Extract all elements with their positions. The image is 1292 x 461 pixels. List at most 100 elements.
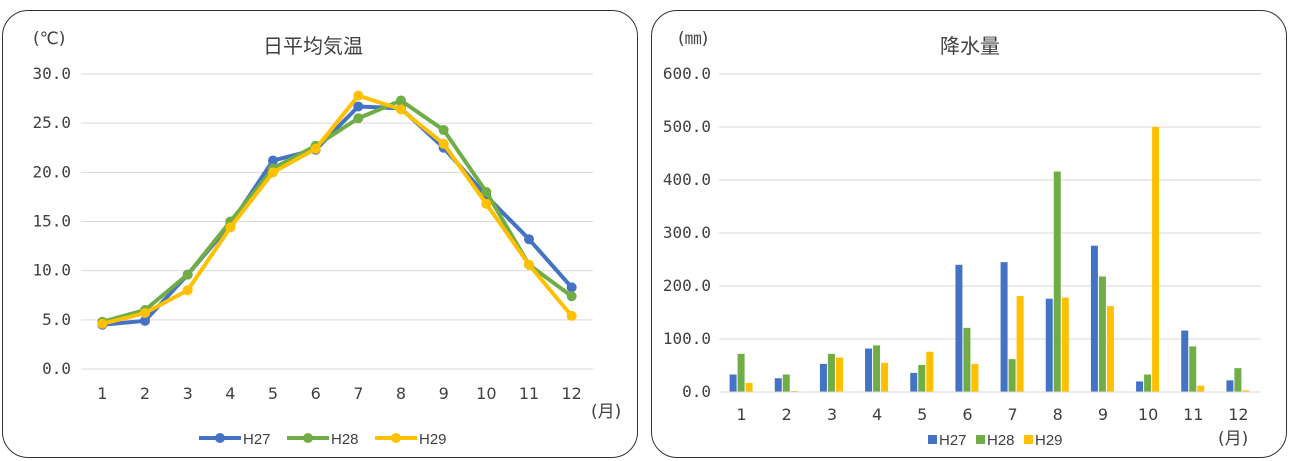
legend-swatch-h29 — [1024, 435, 1033, 444]
x-tick-label: 9 — [1098, 405, 1108, 424]
legend-marker — [391, 433, 401, 443]
bar-h27 — [1226, 380, 1234, 392]
legend-marker — [215, 433, 225, 443]
series-line-h28 — [101, 98, 573, 324]
bar-h27 — [955, 264, 963, 392]
x-tick-label: 5 — [917, 405, 927, 424]
x-tick-label: 3 — [827, 405, 837, 424]
data-point — [97, 318, 108, 329]
data-point — [310, 143, 321, 154]
y-tick-label: 20.0 — [32, 162, 71, 181]
y-axis-unit: (㎜) — [678, 29, 708, 49]
x-tick-label: 2 — [140, 384, 150, 403]
bar-h29 — [1106, 306, 1114, 392]
x-tick-label: 11 — [1183, 405, 1203, 424]
x-tick-label: 12 — [1228, 405, 1248, 424]
data-point — [268, 167, 278, 178]
bar-h29 — [1152, 127, 1160, 392]
bar-h27 — [1090, 245, 1098, 392]
bar-h29 — [1197, 385, 1205, 392]
legend-label-h28: H28 — [331, 431, 359, 448]
x-tick-label: 8 — [1053, 405, 1063, 424]
legend-swatch-h28 — [976, 435, 985, 444]
bar-h27 — [910, 372, 918, 392]
data-point — [396, 104, 406, 115]
bar-h28 — [782, 374, 790, 392]
x-tick-label: 4 — [225, 384, 235, 403]
chart-title: 日平均気温 — [263, 34, 363, 58]
bar-h29 — [926, 351, 934, 392]
y-tick-label: 300.0 — [663, 223, 711, 242]
legend-label-h27: H27 — [243, 431, 271, 448]
data-point — [353, 90, 364, 101]
x-tick-label: 10 — [476, 384, 496, 403]
bar-h27 — [774, 378, 782, 392]
x-tick-label: 6 — [962, 405, 972, 424]
legend-label-h29: H29 — [1035, 432, 1063, 449]
data-point — [140, 307, 150, 318]
x-axis-unit: (月) — [591, 402, 621, 422]
bar-h28 — [918, 364, 926, 392]
bar-h28 — [827, 353, 835, 392]
x-tick-label: 5 — [268, 384, 278, 403]
bar-h29 — [971, 363, 979, 392]
data-point — [182, 269, 193, 280]
legend-label-h29: H29 — [419, 431, 447, 448]
bar-h28 — [1098, 276, 1106, 392]
bar-h29 — [745, 382, 753, 392]
y-tick-label: 0.0 — [682, 382, 711, 401]
y-tick-label: 500.0 — [663, 117, 711, 136]
bar-h28 — [1144, 374, 1152, 392]
precipitation-chart-panel: 降水量 (㎜) (月) 0.0 100.0 200.0 300.0 400.0 500.0 600… — [651, 10, 1287, 458]
x-tick-label: 2 — [782, 405, 792, 424]
bar-h27 — [1000, 262, 1008, 392]
y-tick-label: 0.0 — [42, 359, 71, 378]
data-point — [481, 198, 492, 209]
x-tick-label: 4 — [872, 405, 882, 424]
data-point — [353, 101, 364, 112]
bar-h28 — [1234, 368, 1242, 392]
bar-h28 — [1053, 171, 1061, 392]
y-tick-label: 100.0 — [663, 329, 711, 348]
data-point — [438, 138, 449, 149]
bar-h29 — [1016, 296, 1024, 392]
data-point — [481, 187, 492, 197]
y-tick-label: 5.0 — [42, 310, 71, 329]
temperature-chart: 日平均気温(℃)(月)0.05.010.015.020.025.030.01 2 3… — [32, 29, 621, 448]
x-tick-label: 8 — [396, 384, 406, 403]
bar-h28 — [873, 345, 881, 392]
bar-h29 — [790, 390, 798, 392]
data-point — [524, 234, 534, 245]
data-point — [524, 259, 534, 270]
legend-marker — [303, 433, 313, 443]
x-tick-label: 1 — [97, 384, 107, 403]
data-point — [566, 282, 577, 293]
x-tick-label: 12 — [561, 384, 581, 403]
precipitation-chart: 降水量 (㎜) (月) 0.0 100.0 200.0 300.0 400.0 500.0 600… — [663, 29, 1261, 449]
bar-h27 — [865, 348, 873, 392]
legend-label-h27: H27 — [939, 432, 967, 449]
chart-title: 降水量 — [940, 34, 1000, 58]
legend-swatch-h27 — [928, 435, 937, 444]
bar-h28 — [1008, 359, 1016, 392]
data-point — [268, 155, 278, 166]
x-tick-label: 6 — [311, 384, 321, 403]
data-point — [140, 315, 150, 326]
bar-h29 — [881, 362, 889, 392]
temperature-chart-panel: 日平均気温 (℃) (月) 0.0 5.0 10.0 15.0 20.0 25.0 30.0 1 2 3… — [2, 10, 638, 458]
x-tick-label: 7 — [353, 384, 363, 403]
data-point — [353, 113, 364, 124]
bar-h27 — [819, 363, 827, 392]
legend-label-h28: H28 — [987, 432, 1015, 449]
data-point — [396, 95, 406, 106]
data-point — [225, 222, 236, 233]
x-tick-label: 3 — [183, 384, 193, 403]
y-axis-unit: (℃) — [33, 29, 65, 49]
y-tick-label: 30.0 — [32, 64, 71, 83]
bar-h28 — [737, 353, 745, 392]
bar-h28 — [963, 327, 971, 392]
bar-h27 — [729, 374, 737, 392]
data-point — [182, 285, 193, 296]
x-tick-label: 10 — [1138, 405, 1158, 424]
bar-h29 — [1061, 297, 1069, 392]
